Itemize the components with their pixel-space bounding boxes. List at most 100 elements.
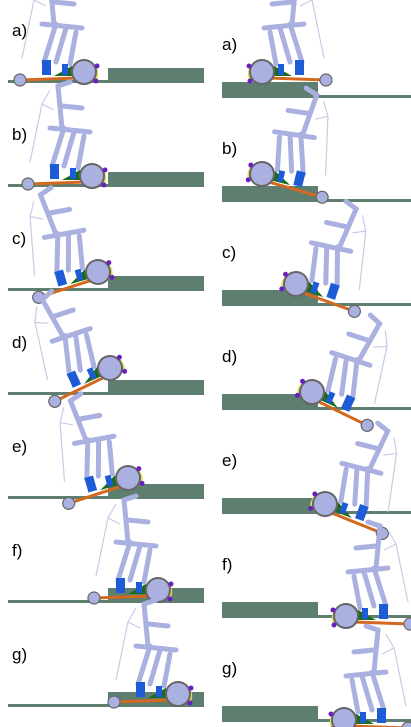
blue-part [379, 604, 388, 619]
panel-label: a) [222, 35, 237, 54]
step [108, 276, 204, 291]
main-wheel [166, 682, 190, 706]
panel-label: f) [12, 541, 22, 560]
blue-part [362, 608, 368, 619]
purple-tip [247, 64, 252, 69]
panel-label: e) [222, 451, 237, 470]
panel-label: b) [222, 139, 237, 158]
purple-tip [331, 608, 336, 613]
step [222, 498, 318, 514]
purple-tip [189, 686, 194, 691]
main-wheel [146, 578, 170, 602]
main-wheel [80, 164, 104, 188]
blue-part [116, 578, 125, 593]
main-wheel [250, 60, 274, 84]
rear-wheel [404, 618, 411, 630]
rear-wheel [14, 74, 26, 86]
chair-frame [42, 0, 82, 64]
main-wheel [332, 708, 356, 727]
blue-part [360, 712, 366, 723]
blue-part [278, 64, 284, 75]
lever [54, 376, 108, 401]
step [222, 706, 318, 722]
blue-part [136, 682, 145, 697]
rear-wheel [402, 722, 411, 727]
step [108, 68, 204, 83]
chair-frame [32, 182, 94, 276]
blue-part [136, 582, 142, 593]
panel-label: a) [12, 21, 27, 40]
rear-wheel [320, 74, 332, 86]
purple-tip [94, 79, 99, 84]
purple-tip [169, 582, 174, 587]
lever [268, 78, 326, 80]
lever [314, 400, 368, 425]
blue-part [293, 170, 305, 187]
blue-part [295, 60, 304, 75]
chair-frame [50, 82, 90, 168]
wheelchair [88, 496, 174, 604]
main-wheel [334, 604, 358, 628]
blue-part [42, 60, 51, 75]
back-frame [300, 0, 324, 58]
blue-part [62, 64, 68, 75]
wheelchair [331, 522, 411, 630]
blue-part [326, 283, 339, 300]
chair-frame [116, 496, 156, 582]
ground-line [318, 199, 411, 202]
rear-wheel [22, 178, 34, 190]
step [222, 82, 318, 98]
purple-tip [248, 79, 253, 84]
main-wheel [72, 60, 96, 84]
chair-frame [264, 0, 304, 64]
blue-part [70, 168, 76, 179]
chair-frame [330, 416, 397, 510]
purple-tip [168, 597, 173, 602]
purple-tip [103, 168, 108, 173]
panel-label: c) [222, 243, 236, 262]
wheelchair [292, 300, 411, 433]
lever [114, 700, 172, 702]
panel-label: e) [12, 437, 27, 456]
rear-wheel [347, 304, 362, 319]
purple-tip [188, 701, 193, 706]
panel-label: d) [12, 333, 27, 352]
wheelchair [329, 626, 411, 727]
wheelchair [247, 0, 333, 86]
purple-tip [329, 712, 334, 717]
purple-tip [95, 64, 100, 69]
wheelchair [108, 600, 194, 708]
figure: a) b) c) d) e) f) g) a) b) c) d) e) f) g) [0, 0, 411, 727]
lever [28, 182, 86, 184]
purple-tip [102, 183, 107, 188]
lever [94, 596, 152, 598]
panel-label: g) [12, 645, 27, 664]
step [222, 186, 318, 202]
blue-part [50, 164, 59, 179]
panel-label: g) [222, 659, 237, 678]
blue-part [84, 476, 97, 493]
rear-wheel [47, 393, 63, 409]
step [108, 172, 204, 187]
chair-frame [346, 626, 386, 712]
chair-frame [62, 388, 124, 482]
panel-label: b) [12, 125, 27, 144]
purple-tip [332, 623, 337, 628]
rear-wheel [359, 417, 375, 433]
blue-part [54, 270, 67, 287]
wheelchair [22, 82, 108, 190]
ground-line [318, 95, 411, 98]
panel-label: f) [222, 555, 232, 574]
panel-label: c) [12, 229, 26, 248]
step [222, 602, 318, 618]
panel-label: d) [222, 347, 237, 366]
wheelchair [306, 410, 411, 541]
lever [352, 622, 410, 624]
blue-part [156, 686, 162, 697]
wheelchair [14, 0, 100, 86]
step [108, 380, 204, 395]
rear-wheel [108, 696, 120, 708]
blue-part [377, 708, 386, 723]
rear-wheel [88, 592, 100, 604]
blue-part [355, 504, 369, 521]
